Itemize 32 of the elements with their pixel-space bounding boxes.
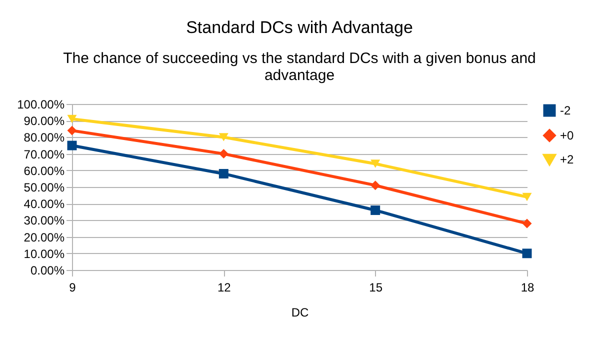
chart-subtitle: The chance of succeeding vs the standard DCs with a given bonus and advantage <box>63 50 536 84</box>
legend-label: +2 <box>560 152 574 166</box>
y-tick-label: 100.00% <box>17 98 65 112</box>
point <box>522 192 532 202</box>
point <box>370 180 380 190</box>
x-axis-title: DC <box>291 306 309 320</box>
point <box>218 168 228 178</box>
chart-title: Standard DCs with Advantage <box>186 18 413 37</box>
y-tick-label: 80.00% <box>24 130 65 145</box>
y-tick-label: 40.00% <box>24 197 65 212</box>
y-tick-label: 0.00% <box>30 264 65 278</box>
point <box>370 205 380 215</box>
x-tick-label: 18 <box>520 280 534 294</box>
point <box>67 140 77 150</box>
point <box>370 160 380 168</box>
point <box>522 248 532 258</box>
x-tick-label: 15 <box>369 280 383 294</box>
y-tick-label: 90.00% <box>24 114 65 128</box>
y-tick-label: 30.00% <box>24 214 65 228</box>
y-tick-label: 50.00% <box>24 180 65 194</box>
point <box>218 149 228 159</box>
y-tick-label: 10.00% <box>24 246 65 261</box>
x-tick-label: 12 <box>217 280 232 294</box>
y-tick-label: 20.00% <box>24 230 65 244</box>
x-tick-label: 9 <box>69 280 76 294</box>
legend-label: -2 <box>560 104 571 118</box>
point <box>522 218 532 228</box>
y-tick-label: 70.00% <box>24 147 65 162</box>
point <box>67 126 77 136</box>
point <box>218 133 228 142</box>
legend-label: +0 <box>560 128 574 142</box>
y-tick-label: 60.00% <box>24 164 65 178</box>
